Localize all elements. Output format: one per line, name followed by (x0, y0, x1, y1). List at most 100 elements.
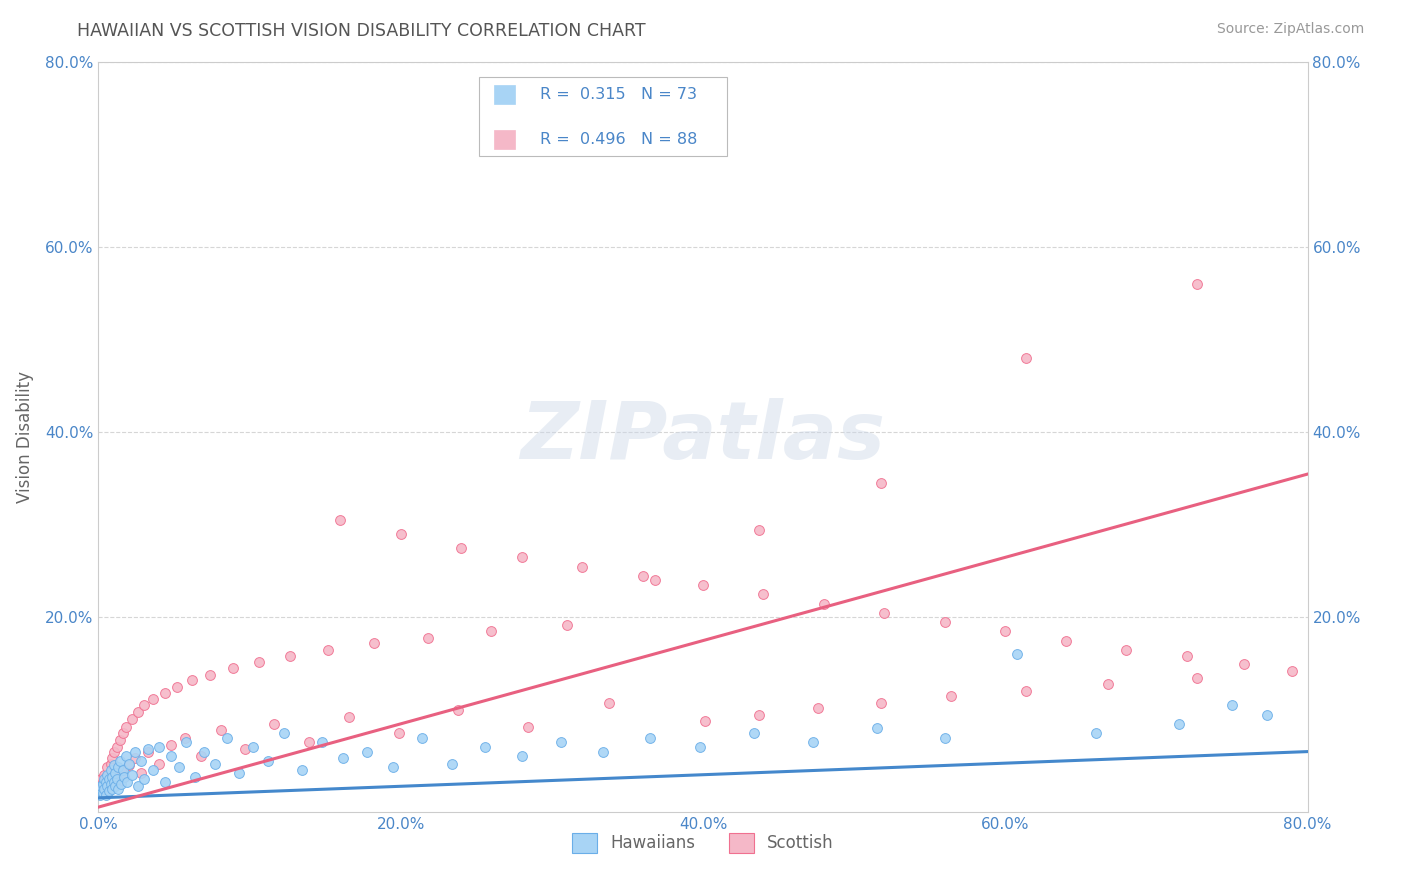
Point (934, 615, 956, 629)
Point (103, 779, 125, 793)
Point (167, 760, 190, 774)
Point (148, 756, 170, 771)
Point (748, 523, 770, 537)
Point (873, 606, 896, 620)
Text: HAWAIIAN VS SCOTTISH VISION DISABILITY CORRELATION CHART: HAWAIIAN VS SCOTTISH VISION DISABILITY C… (77, 22, 645, 40)
Point (111, 763, 134, 777)
Point (1007, 648, 1029, 662)
Point (148, 739, 170, 754)
Point (516, 720, 538, 734)
Point (100, 777, 122, 791)
Point (107, 781, 129, 796)
Point (153, 686, 176, 700)
Point (256, 754, 278, 768)
FancyBboxPatch shape (479, 78, 727, 156)
Point (510, 749, 533, 764)
Point (115, 775, 138, 789)
Legend: Hawaiians, Scottish: Hawaiians, Scottish (565, 826, 841, 860)
Point (173, 731, 195, 745)
Point (744, 726, 766, 740)
Point (411, 731, 433, 745)
Point (689, 739, 711, 754)
Point (337, 710, 360, 724)
Point (555, 618, 578, 632)
Point (193, 745, 215, 759)
Point (160, 738, 183, 752)
Point (291, 763, 314, 777)
Point (263, 716, 285, 731)
Point (356, 745, 378, 759)
Point (98, 781, 121, 796)
Point (94, 788, 117, 802)
Point (93, 781, 115, 796)
Point (105, 739, 128, 754)
Point (91, 777, 114, 791)
Point (118, 756, 141, 771)
Point (93, 772, 115, 787)
Point (1085, 726, 1108, 740)
Point (89, 786, 111, 800)
Point (129, 754, 152, 768)
Point (96, 777, 118, 791)
Point (934, 731, 956, 745)
Point (1054, 633, 1077, 648)
Point (142, 691, 165, 706)
Point (114, 749, 136, 764)
Point (96, 779, 118, 793)
Point (136, 745, 159, 759)
Point (132, 772, 155, 787)
Point (592, 745, 614, 759)
Point (94, 786, 117, 800)
Point (96, 760, 118, 774)
Point (103, 775, 125, 789)
Point (103, 745, 125, 759)
Point (1168, 716, 1191, 731)
Point (124, 751, 146, 765)
Text: Source: ZipAtlas.com: Source: ZipAtlas.com (1216, 22, 1364, 37)
Point (1281, 664, 1303, 678)
Point (994, 624, 1017, 639)
Point (447, 703, 470, 717)
Point (124, 745, 146, 759)
Point (94, 770, 117, 784)
Point (598, 696, 620, 710)
Point (111, 726, 134, 740)
Point (90, 784, 112, 798)
Point (101, 781, 124, 796)
Point (112, 770, 135, 784)
Point (108, 754, 131, 768)
Point (103, 758, 125, 772)
Point (101, 751, 124, 765)
Point (510, 550, 533, 565)
Point (89, 788, 111, 802)
Point (112, 770, 135, 784)
Point (1015, 684, 1038, 698)
Text: R =  0.496   N = 88: R = 0.496 N = 88 (540, 132, 697, 147)
Point (1097, 677, 1119, 691)
Bar (494, 130, 515, 149)
Point (297, 735, 319, 749)
Point (807, 701, 830, 715)
Point (1233, 657, 1256, 671)
Point (247, 655, 270, 669)
Point (571, 559, 593, 574)
Point (91, 775, 114, 789)
Point (100, 772, 122, 787)
Point (1220, 698, 1243, 713)
Point (121, 712, 143, 726)
Point (110, 763, 132, 777)
Point (190, 749, 212, 764)
Point (631, 569, 654, 583)
Point (114, 720, 136, 734)
Point (329, 513, 352, 527)
Point (416, 631, 439, 645)
Point (1256, 707, 1278, 722)
Point (752, 587, 775, 601)
Point (129, 765, 152, 780)
Point (474, 739, 496, 754)
Point (638, 731, 661, 745)
Text: R =  0.315   N = 73: R = 0.315 N = 73 (540, 87, 697, 102)
Point (316, 643, 339, 657)
Point (100, 756, 122, 771)
Point (118, 758, 141, 772)
